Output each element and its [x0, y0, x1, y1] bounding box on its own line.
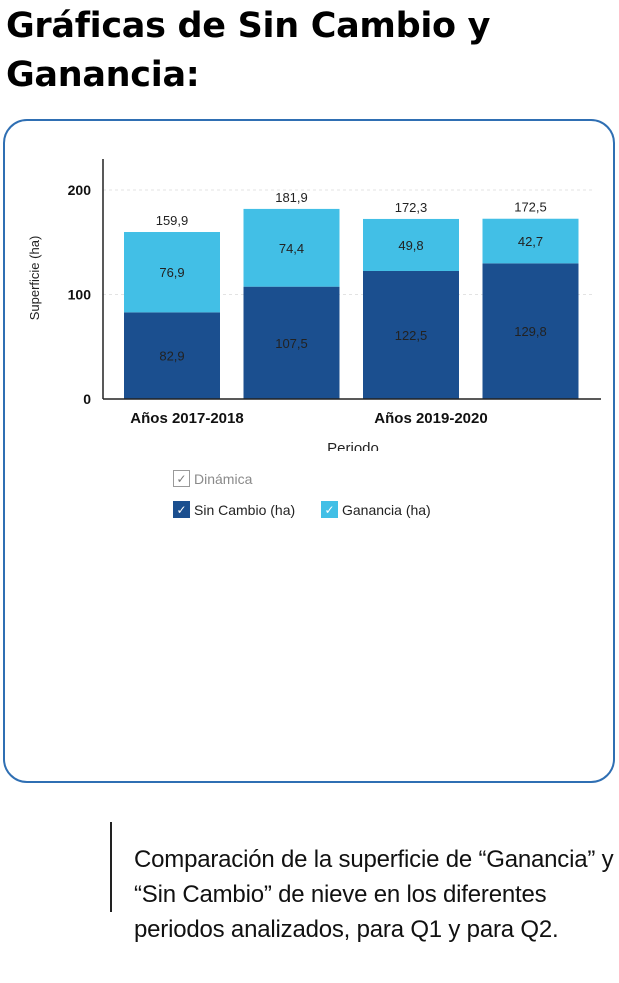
data-label: 122,5: [395, 328, 428, 343]
legend-item-label: Ganancia (ha): [342, 501, 431, 518]
data-label: 74,4: [279, 241, 304, 256]
bar-segment: [482, 218, 579, 264]
checkbox-icon: ✓: [173, 501, 190, 518]
checkbox-icon: ✓: [173, 470, 190, 487]
x-axis-title: Periodo: [327, 440, 379, 451]
bar-segment: [243, 208, 340, 287]
bar-segment: [124, 232, 220, 313]
page-title-line-2: Ganancia:: [6, 55, 200, 95]
legend-item-sin-cambio[interactable]: ✓ Sin Cambio (ha): [173, 501, 295, 518]
stacked-bar-chart: 0 100 200 82,9 76,9 159,9 107,5 74,4 181,9 122,5 4…: [27, 159, 601, 451]
bar-segment: [363, 270, 459, 399]
data-label: 129,8: [514, 324, 547, 339]
y-tick-label: 0: [83, 391, 91, 407]
total-label: 172,3: [395, 200, 428, 215]
data-label: 49,8: [398, 238, 423, 253]
legend-dynamic-label: Dinámica: [194, 470, 253, 487]
figure-caption: Comparación de la superficie de “Gananci…: [134, 846, 614, 943]
page-title-line-1: Gráficas de Sin Cambio y: [6, 6, 491, 46]
data-label: 42,7: [518, 234, 543, 249]
x-group-label: Años 2017-2018: [130, 410, 243, 427]
total-label: 159,9: [156, 213, 189, 228]
legend-item-label: Sin Cambio (ha): [194, 501, 296, 518]
chart-card: 0 100 200 82,9 76,9 159,9 107,5 74,4 181,9 122,5 4…: [3, 119, 615, 783]
y-axis-title: Superficie (ha): [27, 236, 42, 321]
y-tick-label: 200: [68, 182, 92, 198]
bar-segment: [243, 286, 340, 399]
bar-segment: [482, 263, 579, 399]
legend-item-ganancia[interactable]: ✓ Ganancia (ha): [321, 501, 431, 518]
data-label: 82,9: [159, 349, 184, 364]
y-tick-label: 100: [68, 287, 92, 303]
bar-segment: [124, 312, 220, 399]
legend-dynamic-toggle[interactable]: ✓ Dinámica: [173, 470, 252, 487]
page-title: Gráficas de Sin Cambio y Ganancia:: [6, 2, 490, 100]
data-label: 76,9: [159, 265, 184, 280]
data-label: 107,5: [275, 336, 308, 351]
caption-rule: [110, 822, 112, 912]
bar-segment: [363, 218, 459, 271]
x-group-label: Años 2019-2020: [374, 410, 487, 427]
total-label: 172,5: [514, 200, 547, 215]
total-label: 181,9: [275, 190, 308, 205]
checkbox-icon: ✓: [321, 501, 338, 518]
